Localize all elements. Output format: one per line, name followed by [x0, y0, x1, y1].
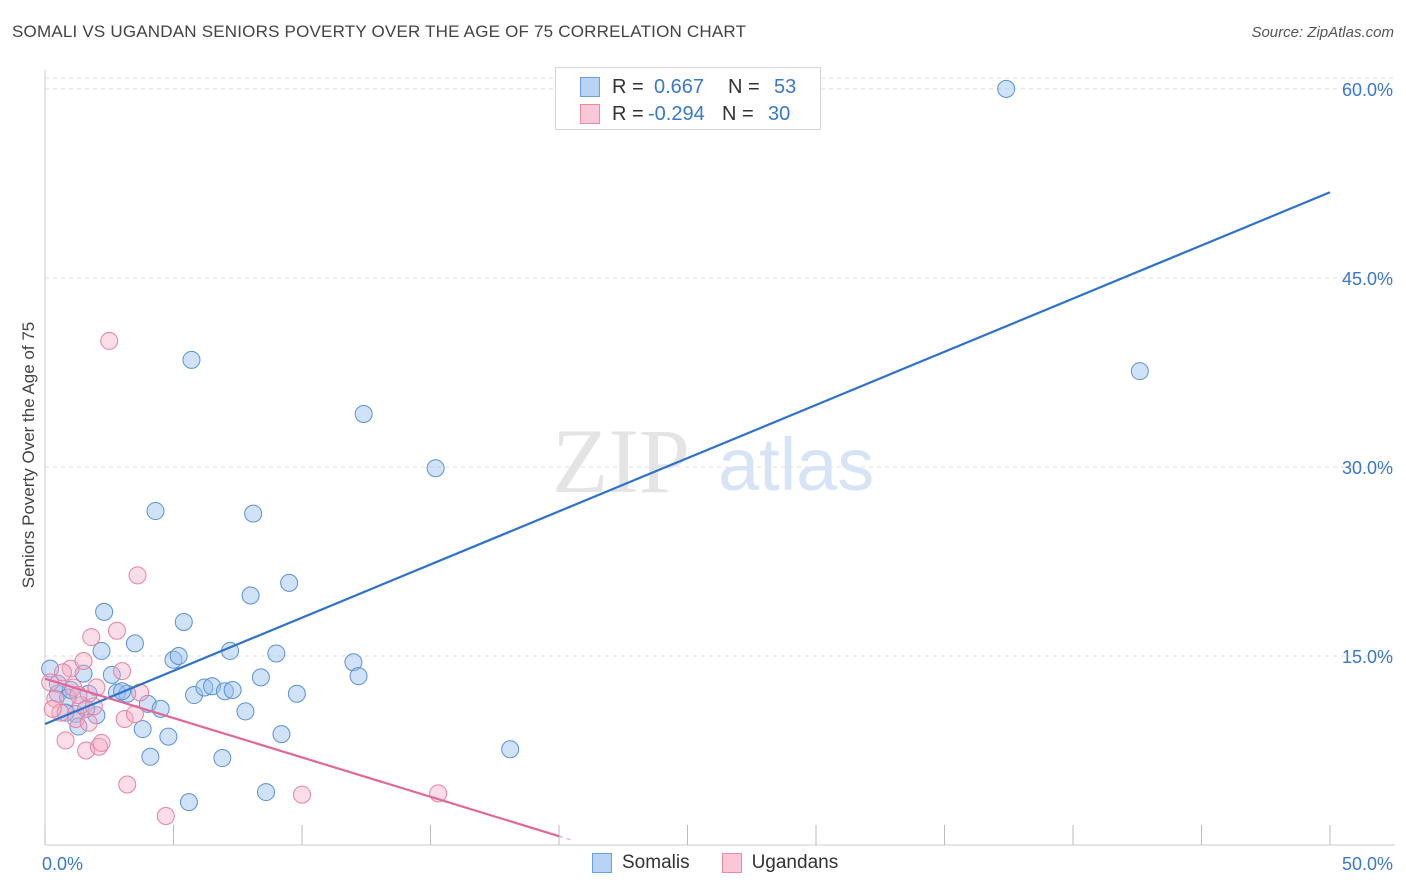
data-point-somalis [997, 79, 1016, 98]
chart-title: SOMALI VS UGANDAN SENIORS POVERTY OVER T… [12, 22, 747, 41]
legend-row-somalis: R = 0.667 N = 53 [580, 76, 796, 98]
data-point-somalis [501, 740, 520, 759]
legend-swatch-somalis [592, 853, 612, 873]
data-point-somalis [182, 350, 201, 369]
data-point-somalis [125, 634, 144, 653]
data-point-somalis [257, 783, 276, 802]
data-point-somalis [236, 702, 255, 721]
data-point-somalis [185, 686, 204, 705]
series-legend: Somalis Ugandans [592, 852, 870, 874]
r-value-ugandans: -0.294 [648, 102, 705, 125]
data-point-ugandans [82, 628, 101, 647]
trend-lines [44, 191, 1331, 841]
watermark: ZIP atlas [552, 410, 874, 512]
data-point-ugandans [118, 775, 137, 794]
data-point-somalis [174, 612, 193, 631]
y-tick-label: 15.0% [1342, 647, 1393, 667]
data-point-somalis [280, 573, 299, 592]
data-point-somalis [213, 749, 232, 768]
data-point-somalis [141, 747, 160, 766]
n-label: N = [722, 102, 754, 125]
data-point-somalis [287, 684, 306, 703]
n-label: N = [728, 75, 760, 98]
data-point-ugandans [87, 678, 106, 697]
data-point-ugandans [100, 331, 119, 350]
data-point-ugandans [79, 713, 98, 732]
watermark-atlas: atlas [718, 423, 874, 506]
legend-label-somalis: Somalis [622, 852, 690, 873]
legend-swatch-ugandans [721, 853, 742, 873]
legend-row-ugandans: R = -0.294 N = 30 [580, 103, 790, 125]
data-point-somalis [354, 405, 373, 424]
data-point-somalis [133, 720, 152, 739]
data-point-somalis [159, 727, 178, 746]
data-point-somalis [272, 725, 291, 744]
legend-label-ugandans: Ugandans [751, 852, 839, 873]
data-point-ugandans [92, 733, 111, 752]
trend-line-somalis [44, 191, 1331, 726]
data-point-ugandans [113, 662, 132, 681]
y-tick-label: 45.0% [1342, 269, 1393, 289]
data-point-somalis [1130, 362, 1149, 381]
data-point-somalis [169, 646, 188, 665]
trend-line-ugandans [44, 677, 560, 838]
stats-legend: R = 0.667 N = 53 R = -0.294 N = 30 [555, 67, 821, 130]
n-value-somalis: 53 [774, 75, 797, 98]
data-point-ugandans [128, 566, 147, 585]
data-point-somalis [344, 653, 363, 672]
data-point-somalis [267, 644, 286, 663]
data-point-somalis [215, 682, 234, 701]
r-label: R = [612, 102, 644, 125]
r-label: R = [612, 75, 644, 98]
data-point-ugandans [115, 709, 134, 728]
data-point-somalis [349, 667, 368, 686]
n-value-ugandans: 30 [768, 102, 791, 125]
data-point-ugandans [74, 652, 93, 671]
x-tick-label: 0.0% [42, 854, 83, 874]
data-point-ugandans [43, 699, 62, 718]
legend-swatch-somalis [580, 77, 600, 97]
gridlines [45, 77, 1395, 657]
legend-item-somalis[interactable]: Somalis [592, 852, 690, 874]
legend-swatch-ugandans [580, 104, 600, 124]
data-point-somalis [223, 681, 242, 699]
tick-labels: 15.0% 30.0% 45.0% 60.0% 0.0% 50.0% [42, 80, 1393, 874]
data-point-somalis [102, 665, 121, 684]
r-value-somalis: 0.667 [654, 75, 705, 98]
data-point-somalis [426, 459, 445, 478]
watermark-zip: ZIP [552, 410, 690, 512]
data-point-somalis [92, 641, 111, 660]
legend-item-ugandans[interactable]: Ugandans [721, 852, 839, 874]
trend-extension-ugandans [558, 835, 573, 841]
series-somalis [41, 79, 1149, 812]
data-point-somalis [241, 586, 260, 605]
x-tick-label: 50.0% [1342, 854, 1393, 874]
axes [44, 70, 1395, 846]
data-point-somalis [195, 678, 214, 697]
y-tick-label: 60.0% [1342, 80, 1393, 100]
data-point-somalis [95, 602, 114, 621]
data-point-somalis [146, 502, 165, 521]
data-point-ugandans [293, 785, 311, 804]
data-point-ugandans [56, 731, 75, 750]
data-point-somalis [69, 717, 88, 736]
data-point-somalis [244, 504, 263, 523]
data-point-somalis [251, 668, 270, 687]
series-ugandans [41, 331, 448, 826]
data-point-ugandans [53, 663, 72, 682]
data-point-ugandans [156, 807, 175, 826]
data-point-ugandans [107, 621, 126, 640]
data-point-somalis [179, 793, 198, 812]
y-tick-label: 30.0% [1342, 458, 1393, 478]
source-label: Source: ZipAtlas.com [1251, 24, 1394, 41]
